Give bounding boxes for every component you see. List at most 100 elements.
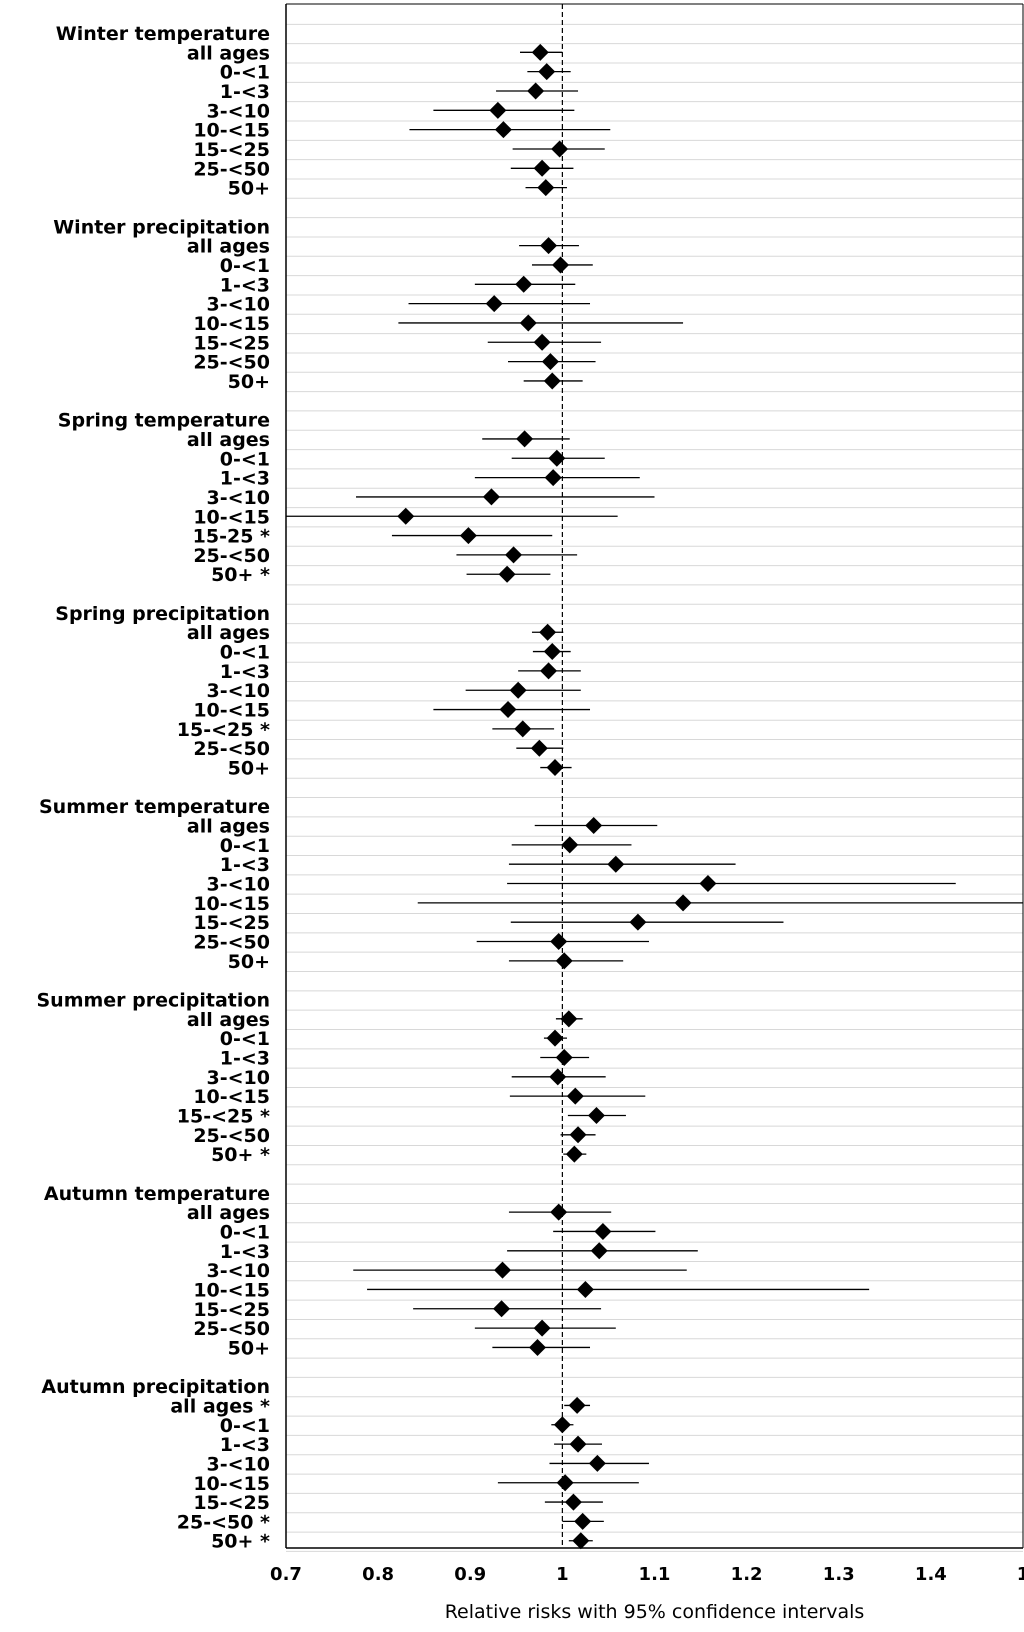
row-label: 3-<10 [207, 680, 270, 702]
estimate-diamond [516, 430, 534, 448]
estimate-diamond [551, 140, 569, 158]
estimate-diamond [576, 1280, 594, 1298]
estimate-diamond [572, 1532, 590, 1550]
estimate-diamond [540, 662, 558, 680]
row-label: 3-<10 [207, 1453, 270, 1475]
row-label: 3-<10 [207, 100, 270, 122]
row-label: 1-<3 [220, 81, 270, 103]
row-label: 50+ [228, 951, 270, 973]
estimate-diamond [569, 1435, 587, 1453]
estimate-diamond [594, 1222, 612, 1240]
estimate-diamond [552, 256, 570, 274]
estimate-diamond [527, 82, 545, 100]
estimate-diamond [515, 275, 533, 293]
x-tick-label: 0.7 [270, 1564, 302, 1585]
row-label: 3-<10 [207, 1067, 270, 1089]
row-label: 3-<10 [207, 874, 270, 896]
estimate-diamond [544, 469, 562, 487]
row-label: 25-<50 [193, 1125, 270, 1147]
row-label: 0-<1 [220, 835, 270, 857]
row-label: all ages [187, 42, 270, 64]
row-label: 1-<3 [220, 1047, 270, 1069]
estimates [286, 43, 1023, 1550]
estimate-diamond [529, 1338, 547, 1356]
row-label: 0-<1 [220, 1415, 270, 1437]
estimate-diamond [590, 1242, 608, 1260]
estimate-diamond [498, 565, 516, 583]
estimate-diamond [550, 1203, 568, 1221]
row-label: 10-<15 [193, 700, 270, 722]
estimate-diamond [568, 1396, 586, 1414]
x-tick-label: 1 [1017, 1564, 1024, 1585]
x-tick-label: 1 [556, 1564, 569, 1585]
estimate-diamond [555, 952, 573, 970]
estimate-diamond [585, 817, 603, 835]
row-label: all ages [187, 1009, 270, 1031]
group-title: Spring precipitation [55, 603, 270, 625]
estimate-diamond [549, 1068, 567, 1086]
estimate-diamond [519, 314, 537, 332]
estimate-diamond [533, 1319, 551, 1337]
x-tick-label: 0.8 [362, 1564, 394, 1585]
estimate-diamond [548, 449, 566, 467]
estimate-diamond [493, 1261, 511, 1279]
estimate-diamond [574, 1512, 592, 1530]
x-tick-label: 1.1 [639, 1564, 671, 1585]
row-label: 1-<3 [220, 854, 270, 876]
estimate-diamond [546, 759, 564, 777]
row-label: 15-<25 * [177, 1105, 270, 1127]
estimate-diamond [397, 507, 415, 525]
row-label: 15-<25 [193, 912, 270, 934]
row-label: 10-<15 [193, 1473, 270, 1495]
estimate-diamond [499, 701, 517, 719]
estimate-diamond [533, 333, 551, 351]
row-label: 1-<3 [220, 1434, 270, 1456]
row-label: 0-<1 [220, 62, 270, 84]
estimate-diamond [530, 739, 548, 757]
estimate-diamond [482, 488, 500, 506]
row-label: 10-<15 [193, 506, 270, 528]
group-title: Autumn precipitation [41, 1376, 270, 1398]
row-label: all ages [187, 236, 270, 258]
row-label: 25-<50 * [177, 1511, 270, 1533]
row-label: 10-<15 [193, 120, 270, 142]
estimate-diamond [546, 1029, 564, 1047]
row-label: 10-<15 [193, 893, 270, 915]
row-label: 50+ [228, 1337, 270, 1359]
x-tick-label: 1.3 [823, 1564, 855, 1585]
estimate-diamond [553, 1416, 571, 1434]
group-title: Winter precipitation [53, 216, 270, 238]
estimate-diamond [541, 353, 559, 371]
estimate-diamond [607, 855, 625, 873]
row-label: all ages [187, 622, 270, 644]
row-label: 0-<1 [220, 642, 270, 664]
group-title: Winter temperature [56, 23, 270, 45]
row-label: 10-<15 [193, 1086, 270, 1108]
row-label: 15-<25 [193, 1492, 270, 1514]
row-label: 0-<1 [220, 255, 270, 277]
row-label: 15-25 * [193, 526, 270, 548]
row-label: 0-<1 [220, 1221, 270, 1243]
group-title: Spring temperature [58, 410, 270, 432]
estimate-diamond [560, 1010, 578, 1028]
estimate-diamond [533, 159, 551, 177]
row-label: 1-<3 [220, 274, 270, 296]
estimate-diamond [699, 875, 717, 893]
estimate-diamond [539, 623, 557, 641]
row-label: 0-<1 [220, 448, 270, 470]
plot-frame [285, 3, 1024, 1549]
row-label: 50+ * [211, 564, 270, 586]
row-label: all ages [187, 1202, 270, 1224]
group-title: Autumn temperature [44, 1183, 270, 1205]
row-label: 50+ [228, 178, 270, 200]
x-tick-label: 1.2 [731, 1564, 763, 1585]
row-label: 1-<3 [220, 661, 270, 683]
row-label: 50+ [228, 758, 270, 780]
group-title: Summer precipitation [36, 990, 270, 1012]
row-label: 15-<25 [193, 139, 270, 161]
gridlines [286, 23, 1023, 1552]
estimate-diamond [629, 913, 647, 931]
estimate-diamond [587, 1106, 605, 1124]
